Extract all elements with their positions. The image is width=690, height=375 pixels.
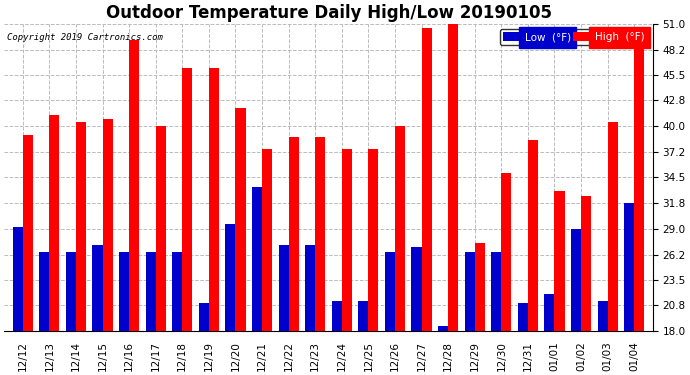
Bar xyxy=(252,187,262,331)
Bar xyxy=(448,24,458,331)
Bar xyxy=(76,122,86,331)
Bar xyxy=(288,137,299,331)
Bar xyxy=(199,303,209,331)
Bar xyxy=(279,245,288,331)
Bar xyxy=(262,150,272,331)
Bar xyxy=(315,137,325,331)
Bar xyxy=(502,173,511,331)
Bar xyxy=(129,40,139,331)
Bar xyxy=(342,150,352,331)
Bar xyxy=(518,303,528,331)
Bar xyxy=(544,294,555,331)
Bar xyxy=(598,301,608,331)
Bar xyxy=(50,115,59,331)
Bar xyxy=(358,301,368,331)
Bar xyxy=(464,252,475,331)
Bar xyxy=(66,252,76,331)
Bar xyxy=(368,150,379,331)
Bar xyxy=(226,224,235,331)
Bar xyxy=(608,122,618,331)
Legend: Low  (°F), High  (°F): Low (°F), High (°F) xyxy=(500,29,648,45)
Title: Outdoor Temperature Daily High/Low 20190105: Outdoor Temperature Daily High/Low 20190… xyxy=(106,4,551,22)
Bar xyxy=(23,135,33,331)
Bar xyxy=(103,119,112,331)
Bar xyxy=(491,252,502,331)
Bar xyxy=(119,252,129,331)
Text: Copyright 2019 Cartronics.com: Copyright 2019 Cartronics.com xyxy=(8,33,164,42)
Bar xyxy=(39,252,50,331)
Bar xyxy=(438,327,448,331)
Bar xyxy=(12,227,23,331)
Bar xyxy=(172,252,182,331)
Bar xyxy=(634,47,644,331)
Bar xyxy=(305,245,315,331)
Bar xyxy=(411,247,422,331)
Bar xyxy=(92,245,103,331)
Bar xyxy=(332,301,342,331)
Bar xyxy=(156,126,166,331)
Bar xyxy=(385,252,395,331)
Bar xyxy=(422,28,432,331)
Bar xyxy=(209,68,219,331)
Bar xyxy=(475,243,485,331)
Bar xyxy=(528,140,538,331)
Bar xyxy=(624,202,634,331)
Bar xyxy=(555,191,564,331)
Bar xyxy=(182,68,193,331)
Bar xyxy=(395,126,405,331)
Bar xyxy=(235,108,246,331)
Bar xyxy=(581,196,591,331)
Bar xyxy=(146,252,156,331)
Bar xyxy=(571,229,581,331)
